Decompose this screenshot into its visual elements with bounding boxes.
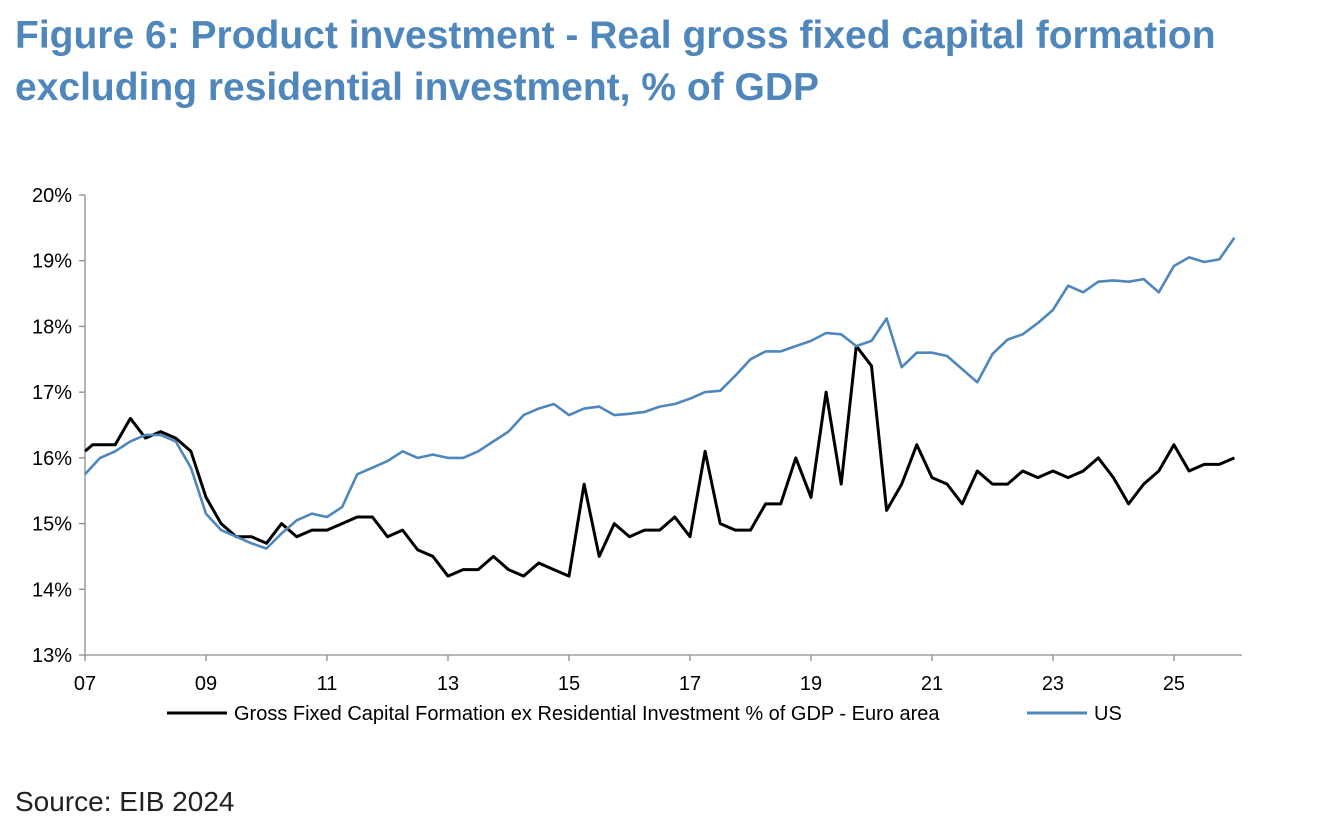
chart-title: Figure 6: Product investment - Real gros… [15,10,1315,114]
x-tick-label: 15 [558,673,580,695]
y-tick-label: 20% [32,185,72,207]
chart-axes: 20% 19% 18% 17% 16% 15% 14% 13%07 09 11 13 15 17 19 21… [32,185,1242,695]
legend-label: Gross Fixed Capital Formation ex Residen… [234,703,940,725]
series-line-euro-area [84,344,1235,578]
chart-title-line-1: Figure 6: Product investment - Real gros… [15,14,1216,57]
series-layer [84,236,1236,578]
y-tick-label: 16% [32,448,72,470]
x-tick-label: 21 [921,673,943,695]
y-tick-label: 13% [32,645,72,667]
y-tick-label: 18% [32,316,72,338]
y-tick-label: 15% [32,514,72,536]
series-line-us [84,236,1236,550]
chart-title-line-2: excluding residential investment, % of G… [15,66,820,109]
x-tick-label: 23 [1042,673,1064,695]
x-tick-label: 07 [74,673,96,695]
x-tick-label: 25 [1163,673,1185,695]
source-note: Source: EIB 2024 [15,786,235,817]
x-tick-label: 19 [800,673,822,695]
y-tick-label: 14% [32,579,72,601]
legend-label: US [1094,703,1122,725]
y-tick-label: 17% [32,382,72,404]
y-tick-label: 19% [32,251,72,273]
line-chart: 20% 19% 18% 17% 16% 15% 14% 13%07 09 11 13 15 17 19 21… [32,185,1242,725]
x-tick-label: 17 [679,673,701,695]
x-tick-label: 09 [195,673,217,695]
x-tick-label: 13 [437,673,459,695]
x-tick-label: 11 [317,673,338,695]
chart-legend: Gross Fixed Capital Formation ex Residen… [167,703,1122,725]
